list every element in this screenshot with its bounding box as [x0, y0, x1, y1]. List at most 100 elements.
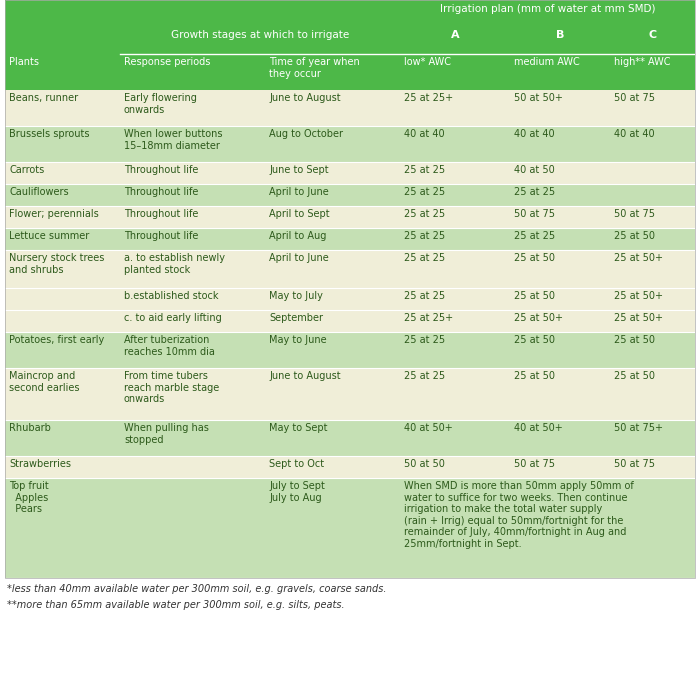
- Text: Growth stages at which to irrigate: Growth stages at which to irrigate: [171, 30, 349, 40]
- Text: When lower buttons
15–18mm diameter: When lower buttons 15–18mm diameter: [124, 129, 223, 150]
- Text: After tuberization
reaches 10mm dia: After tuberization reaches 10mm dia: [124, 335, 215, 357]
- Text: 25 at 50+: 25 at 50+: [614, 253, 663, 263]
- Text: 25 at 50: 25 at 50: [614, 231, 655, 241]
- Text: 40 at 40: 40 at 40: [514, 129, 554, 139]
- Text: April to June: April to June: [269, 187, 329, 197]
- Text: 25 at 50+: 25 at 50+: [614, 291, 663, 301]
- Text: 25 at 25: 25 at 25: [404, 231, 445, 241]
- Text: Brussels sprouts: Brussels sprouts: [9, 129, 90, 139]
- Bar: [5, 456, 695, 478]
- Text: 25 at 50: 25 at 50: [514, 253, 555, 263]
- Text: 50 at 75+: 50 at 75+: [614, 423, 663, 433]
- Text: **more than 65mm available water per 300mm soil, e.g. silts, peats.: **more than 65mm available water per 300…: [7, 600, 344, 610]
- Text: 25 at 25: 25 at 25: [404, 335, 445, 345]
- Bar: [5, 126, 695, 162]
- Text: Throughout life: Throughout life: [124, 187, 198, 197]
- Bar: [5, 250, 695, 288]
- Text: Sept to Oct: Sept to Oct: [269, 459, 324, 469]
- Text: Time of year when
they occur: Time of year when they occur: [269, 57, 360, 79]
- Text: Throughout life: Throughout life: [124, 231, 198, 241]
- Text: 40 at 40: 40 at 40: [404, 129, 444, 139]
- Bar: [5, 184, 695, 206]
- Text: Cauliflowers: Cauliflowers: [9, 187, 69, 197]
- Bar: [5, 288, 695, 310]
- Text: 25 at 25: 25 at 25: [404, 371, 445, 381]
- Text: 50 at 75: 50 at 75: [614, 209, 655, 219]
- Text: April to Sept: April to Sept: [269, 209, 330, 219]
- Text: 50 at 75: 50 at 75: [614, 459, 655, 469]
- Text: 50 at 75: 50 at 75: [514, 209, 555, 219]
- Text: low* AWC: low* AWC: [404, 57, 451, 67]
- Text: When SMD is more than 50mm apply 50mm of
water to suffice for two weeks. Then co: When SMD is more than 50mm apply 50mm of…: [404, 481, 634, 549]
- Bar: [5, 0, 695, 578]
- Bar: [5, 0, 695, 90]
- Text: A: A: [451, 30, 459, 40]
- Text: Lettuce summer: Lettuce summer: [9, 231, 90, 241]
- Text: Beans, runner: Beans, runner: [9, 93, 78, 103]
- Bar: [5, 162, 695, 184]
- Text: 25 at 25: 25 at 25: [404, 209, 445, 219]
- Text: c. to aid early lifting: c. to aid early lifting: [124, 313, 222, 323]
- Text: 25 at 25: 25 at 25: [404, 291, 445, 301]
- Text: 25 at 50+: 25 at 50+: [614, 313, 663, 323]
- Text: Aug to October: Aug to October: [269, 129, 343, 139]
- Text: Maincrop and
second earlies: Maincrop and second earlies: [9, 371, 80, 393]
- Text: Plants: Plants: [9, 57, 39, 67]
- Text: June to August: June to August: [269, 93, 341, 103]
- Text: May to July: May to July: [269, 291, 323, 301]
- Text: When pulling has
stopped: When pulling has stopped: [124, 423, 209, 444]
- Text: 25 at 50: 25 at 50: [614, 335, 655, 345]
- Bar: [5, 310, 695, 332]
- Text: 25 at 25: 25 at 25: [404, 165, 445, 175]
- Text: Nursery stock trees
and shrubs: Nursery stock trees and shrubs: [9, 253, 104, 275]
- Text: Throughout life: Throughout life: [124, 209, 198, 219]
- Text: high** AWC: high** AWC: [614, 57, 671, 67]
- Text: *less than 40mm available water per 300mm soil, e.g. gravels, coarse sands.: *less than 40mm available water per 300m…: [7, 584, 386, 594]
- Text: 25 at 50: 25 at 50: [614, 371, 655, 381]
- Bar: [5, 368, 695, 420]
- Text: Early flowering
onwards: Early flowering onwards: [124, 93, 197, 115]
- Text: May to Sept: May to Sept: [269, 423, 328, 433]
- Text: B: B: [556, 30, 564, 40]
- Text: Irrigation plan (mm of water at mm SMD): Irrigation plan (mm of water at mm SMD): [440, 4, 655, 14]
- Text: Top fruit
  Apples
  Pears: Top fruit Apples Pears: [9, 481, 49, 514]
- Text: 50 at 50: 50 at 50: [404, 459, 445, 469]
- Text: 40 at 50+: 40 at 50+: [404, 423, 453, 433]
- Text: Flower; perennials: Flower; perennials: [9, 209, 99, 219]
- Text: Potatoes, first early: Potatoes, first early: [9, 335, 104, 345]
- Text: From time tubers
reach marble stage
onwards: From time tubers reach marble stage onwa…: [124, 371, 219, 404]
- Text: 25 at 25: 25 at 25: [514, 187, 555, 197]
- Text: 25 at 50: 25 at 50: [514, 291, 555, 301]
- Text: April to Aug: April to Aug: [269, 231, 326, 241]
- Text: C: C: [648, 30, 657, 40]
- Text: 50 at 50+: 50 at 50+: [514, 93, 563, 103]
- Text: 25 at 25: 25 at 25: [514, 231, 555, 241]
- Text: 25 at 50: 25 at 50: [514, 335, 555, 345]
- Text: 40 at 40: 40 at 40: [614, 129, 654, 139]
- Text: September: September: [269, 313, 323, 323]
- Text: 40 at 50: 40 at 50: [514, 165, 554, 175]
- Text: 25 at 25+: 25 at 25+: [404, 313, 453, 323]
- Text: June to Sept: June to Sept: [269, 165, 328, 175]
- Bar: [5, 90, 695, 126]
- Text: 25 at 25+: 25 at 25+: [404, 93, 453, 103]
- Text: May to June: May to June: [269, 335, 327, 345]
- Text: Throughout life: Throughout life: [124, 165, 198, 175]
- Text: 50 at 75: 50 at 75: [514, 459, 555, 469]
- Text: 25 at 25: 25 at 25: [404, 253, 445, 263]
- Bar: [5, 332, 695, 368]
- Text: medium AWC: medium AWC: [514, 57, 580, 67]
- Bar: [5, 228, 695, 250]
- Text: 50 at 75: 50 at 75: [614, 93, 655, 103]
- Bar: [5, 206, 695, 228]
- Text: Response periods: Response periods: [124, 57, 211, 67]
- Bar: [5, 420, 695, 456]
- Text: April to June: April to June: [269, 253, 329, 263]
- Text: 25 at 50: 25 at 50: [514, 371, 555, 381]
- Text: 25 at 25: 25 at 25: [404, 187, 445, 197]
- Text: 40 at 50+: 40 at 50+: [514, 423, 563, 433]
- Text: Carrots: Carrots: [9, 165, 44, 175]
- Bar: [5, 478, 695, 578]
- Text: July to Sept
July to Aug: July to Sept July to Aug: [269, 481, 325, 502]
- Text: Strawberries: Strawberries: [9, 459, 71, 469]
